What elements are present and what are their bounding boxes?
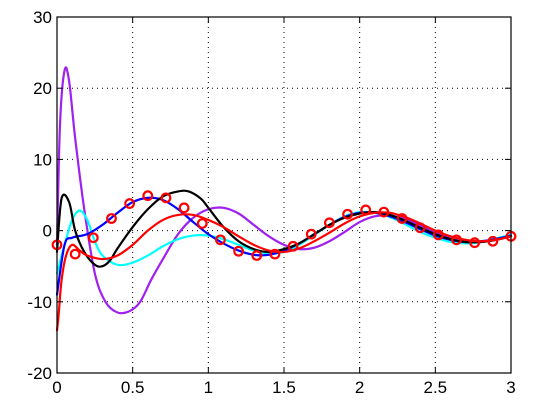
series-0-line xyxy=(55,66,513,315)
data-point xyxy=(233,245,245,257)
data-point xyxy=(487,235,499,247)
data-point xyxy=(160,192,172,204)
x-tick-label: 1 xyxy=(204,378,213,397)
plot-frame xyxy=(56,16,512,374)
tick-marks xyxy=(56,16,512,374)
series-3-line xyxy=(55,189,513,268)
data-point xyxy=(396,213,408,224)
data-point xyxy=(287,240,299,252)
data-point xyxy=(432,229,444,241)
data-point xyxy=(196,218,208,229)
data-point xyxy=(215,234,226,246)
y-tick-label: 10 xyxy=(33,150,52,169)
series-layer xyxy=(51,66,517,332)
y-tick-label: 0 xyxy=(43,222,52,241)
x-tick-label: 1.5 xyxy=(272,378,296,397)
data-point xyxy=(106,213,117,224)
data-point xyxy=(87,232,99,244)
x-tick-label: 2.5 xyxy=(424,378,448,397)
y-tick-label: 30 xyxy=(33,8,52,27)
tick-labels: 0 0.5 1 1.5 2 2.5 3 -20 -10 0 10 20 30 xyxy=(27,8,515,397)
data-point xyxy=(360,204,372,216)
data-point xyxy=(142,190,154,202)
grid-lines xyxy=(57,17,511,373)
data-point xyxy=(342,208,353,220)
x-tick-label: 3 xyxy=(506,378,515,397)
data-point xyxy=(124,198,136,209)
data-point xyxy=(269,248,281,260)
y-tick-label: -10 xyxy=(27,293,52,312)
x-tick-label: 0.5 xyxy=(121,378,145,397)
data-point xyxy=(178,202,190,214)
data-point xyxy=(251,250,263,261)
axes-frame xyxy=(56,16,512,374)
data-point xyxy=(69,248,81,260)
y-tick-label: -20 xyxy=(27,364,52,383)
y-tick-label: 20 xyxy=(33,79,52,98)
data-point xyxy=(378,206,390,218)
data-point xyxy=(451,234,462,246)
data-point xyxy=(324,217,335,229)
series-1-line xyxy=(55,209,513,275)
x-tick-label: 0 xyxy=(52,378,61,397)
x-tick-label: 2 xyxy=(355,378,364,397)
data-point xyxy=(414,222,426,234)
data-point xyxy=(305,228,317,240)
data-point xyxy=(469,237,481,249)
